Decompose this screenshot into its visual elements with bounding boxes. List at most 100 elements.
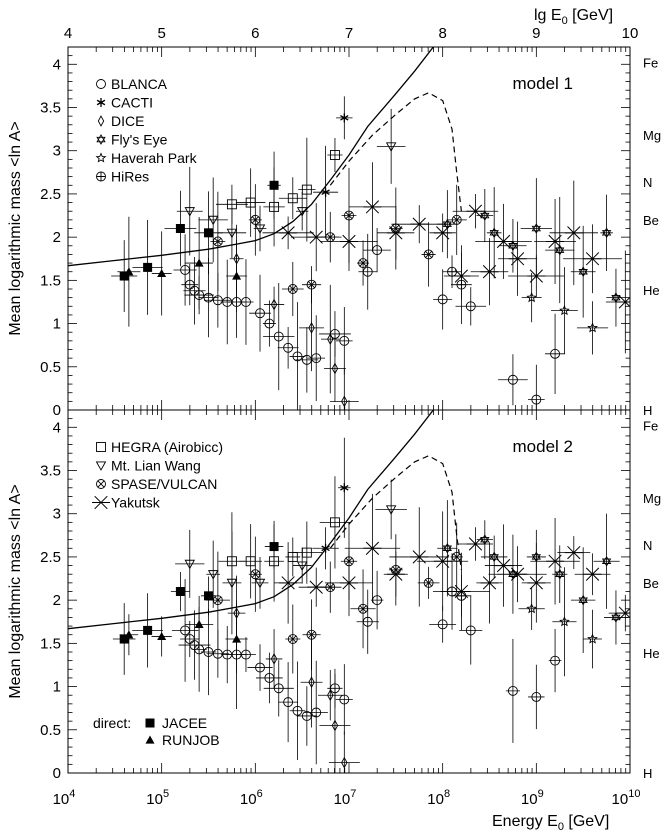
element-label-fe: Fe	[643, 56, 658, 71]
data-point	[207, 570, 219, 580]
data-point	[410, 217, 429, 231]
data-point	[340, 113, 349, 123]
data-point	[508, 240, 518, 252]
element-label-n: N	[643, 538, 652, 553]
top-tick-label: 5	[157, 25, 165, 42]
legend-label: HEGRA (Airobicc)	[111, 439, 223, 455]
data-point	[527, 269, 546, 283]
y-tick-label: 3.5	[40, 100, 61, 117]
error-bar	[356, 589, 379, 654]
error-bar	[583, 609, 602, 669]
data-point	[546, 234, 565, 249]
error-bar	[317, 670, 343, 721]
data-point	[433, 226, 452, 240]
y-tick-label: 1.5	[40, 635, 61, 652]
series-jacee	[111, 151, 281, 315]
error-bar	[289, 302, 306, 410]
element-label-he: He	[643, 283, 660, 298]
error-bar	[251, 556, 269, 609]
error-bar	[329, 367, 359, 410]
y-tick-label: 2.5	[40, 186, 61, 203]
data-point	[194, 258, 204, 267]
legend-marker	[96, 442, 106, 452]
top-tick-label: 10	[622, 25, 639, 42]
error-bar	[321, 284, 340, 394]
data-point	[308, 322, 315, 334]
series-dice	[227, 575, 360, 773]
data-point	[480, 576, 499, 590]
data-point	[550, 348, 561, 359]
element-label-mg: Mg	[643, 128, 661, 143]
data-point	[611, 611, 621, 623]
data-point	[363, 200, 382, 214]
data-point	[292, 705, 303, 716]
legend-label: DICE	[111, 113, 144, 129]
legend-marker	[96, 98, 106, 107]
data-point	[212, 295, 223, 306]
element-label-mg: Mg	[643, 491, 661, 506]
data-point	[157, 268, 167, 278]
data-point	[327, 333, 334, 346]
data-point	[321, 187, 330, 197]
error-bar	[552, 545, 568, 604]
data-point	[341, 395, 348, 408]
error-bar	[358, 233, 378, 310]
y-tick-label: 2	[53, 229, 61, 246]
data-point	[232, 634, 242, 643]
legend-label: RUNJOB	[162, 732, 220, 748]
data-point	[480, 534, 490, 545]
data-point	[385, 505, 397, 515]
data-point	[143, 262, 153, 272]
data-point	[273, 331, 284, 342]
data-point	[184, 207, 196, 217]
error-bar	[178, 610, 211, 680]
data-point	[423, 249, 434, 260]
data-point	[175, 224, 185, 233]
series-yakutsk	[262, 162, 630, 354]
error-bar	[498, 354, 528, 406]
error-bar	[570, 225, 596, 318]
model-curve-dashed	[329, 92, 462, 212]
bottom-tick-label: 104	[53, 788, 76, 808]
data-point	[583, 252, 602, 266]
legend-label: HiRes	[111, 169, 149, 185]
error-bar	[255, 652, 283, 704]
error-bar	[552, 567, 577, 677]
data-point	[531, 223, 541, 234]
data-point	[287, 634, 298, 644]
top-tick-label: 4	[64, 25, 72, 42]
data-point	[331, 719, 339, 732]
y-tick-label: 0	[53, 765, 61, 782]
data-point	[480, 265, 499, 279]
data-point	[124, 267, 134, 276]
data-point	[341, 756, 348, 769]
bottom-axis-title: Energy E0 [GeV]	[492, 813, 609, 833]
error-bar	[459, 596, 483, 665]
data-point	[489, 227, 499, 239]
data-point	[546, 554, 565, 568]
data-point	[339, 694, 350, 705]
data-point	[327, 689, 334, 702]
bottom-tick-label: 109	[521, 788, 544, 808]
data-point	[611, 292, 621, 304]
error-bar	[323, 334, 346, 403]
data-point	[508, 568, 518, 580]
data-point	[292, 351, 303, 362]
error-bar	[278, 662, 299, 743]
legend-marker	[96, 171, 106, 182]
data-point	[423, 577, 434, 588]
data-point	[494, 558, 513, 573]
data-point	[555, 568, 565, 580]
data-point	[119, 271, 129, 281]
direct-label: direct:	[93, 715, 131, 731]
error-bar	[183, 257, 206, 325]
error-bar	[486, 187, 502, 279]
data-point	[340, 576, 358, 590]
model-curve-solid	[68, 47, 434, 267]
data-point	[204, 228, 213, 238]
error-bar	[222, 531, 242, 635]
error-bar	[606, 268, 626, 327]
data-point	[264, 318, 275, 329]
panel-2: 0 0.5 1 1.5 2 2.5 3 3.5 4 Mean logarithmic mass <…	[7, 409, 661, 782]
